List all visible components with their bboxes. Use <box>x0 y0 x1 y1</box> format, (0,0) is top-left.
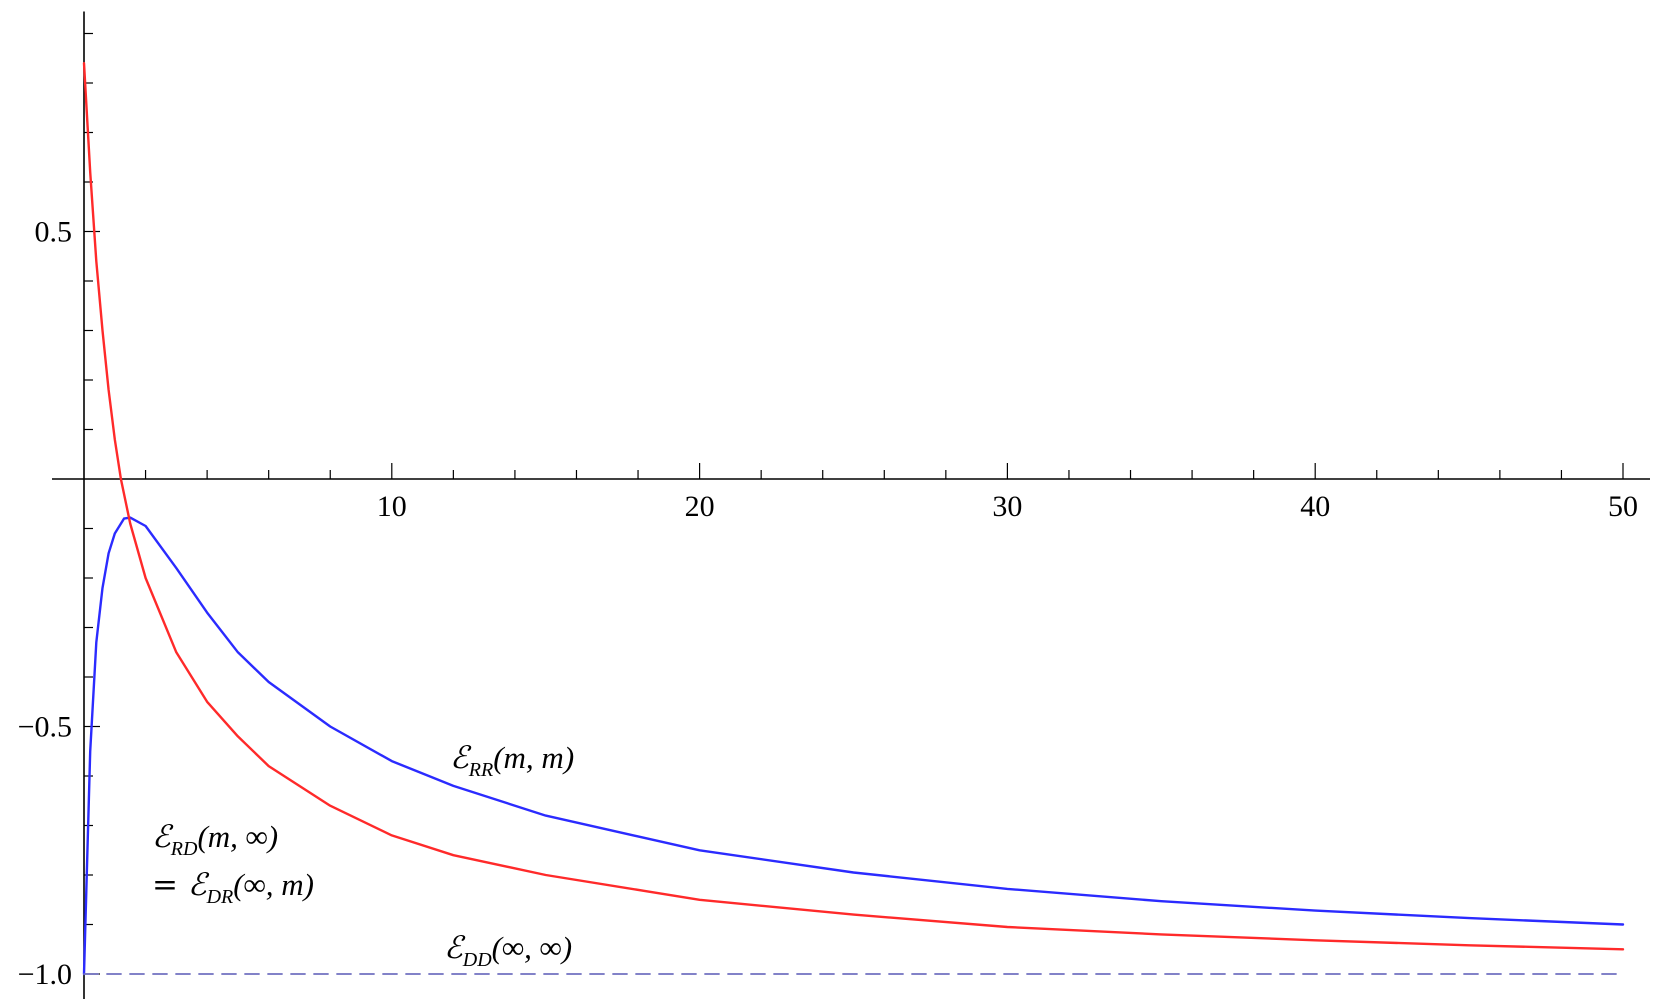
series-layer <box>82 62 1625 976</box>
annotations: ℰRR(m, m) ℰRD(m, ∞) = ℰDR(∞, m) ℰDD(∞, ∞… <box>152 740 574 971</box>
annotation-e-rr: ℰRR(m, m) <box>450 740 574 781</box>
annotation-e-dr: = ℰDR(∞, m) <box>152 867 314 908</box>
x-tick-label: 40 <box>1300 490 1330 523</box>
x-tick-label: 20 <box>685 490 715 523</box>
axes: 10 20 30 40 50 −1.0 −0.5 0.5 <box>18 11 1650 999</box>
x-tick-label: 50 <box>1608 490 1638 523</box>
series-line-0 <box>82 516 1625 976</box>
series-line-1 <box>82 62 1625 951</box>
annotation-e-dd: ℰDD(∞, ∞) <box>444 930 572 971</box>
y-tick-label: 0.5 <box>35 216 73 249</box>
y-tick-label: −1.0 <box>18 958 72 991</box>
x-tick-label: 30 <box>992 490 1022 523</box>
x-tick-label: 10 <box>377 490 407 523</box>
y-tick-label: −0.5 <box>18 711 72 744</box>
annotation-e-rd: ℰRD(m, ∞) <box>152 819 278 860</box>
